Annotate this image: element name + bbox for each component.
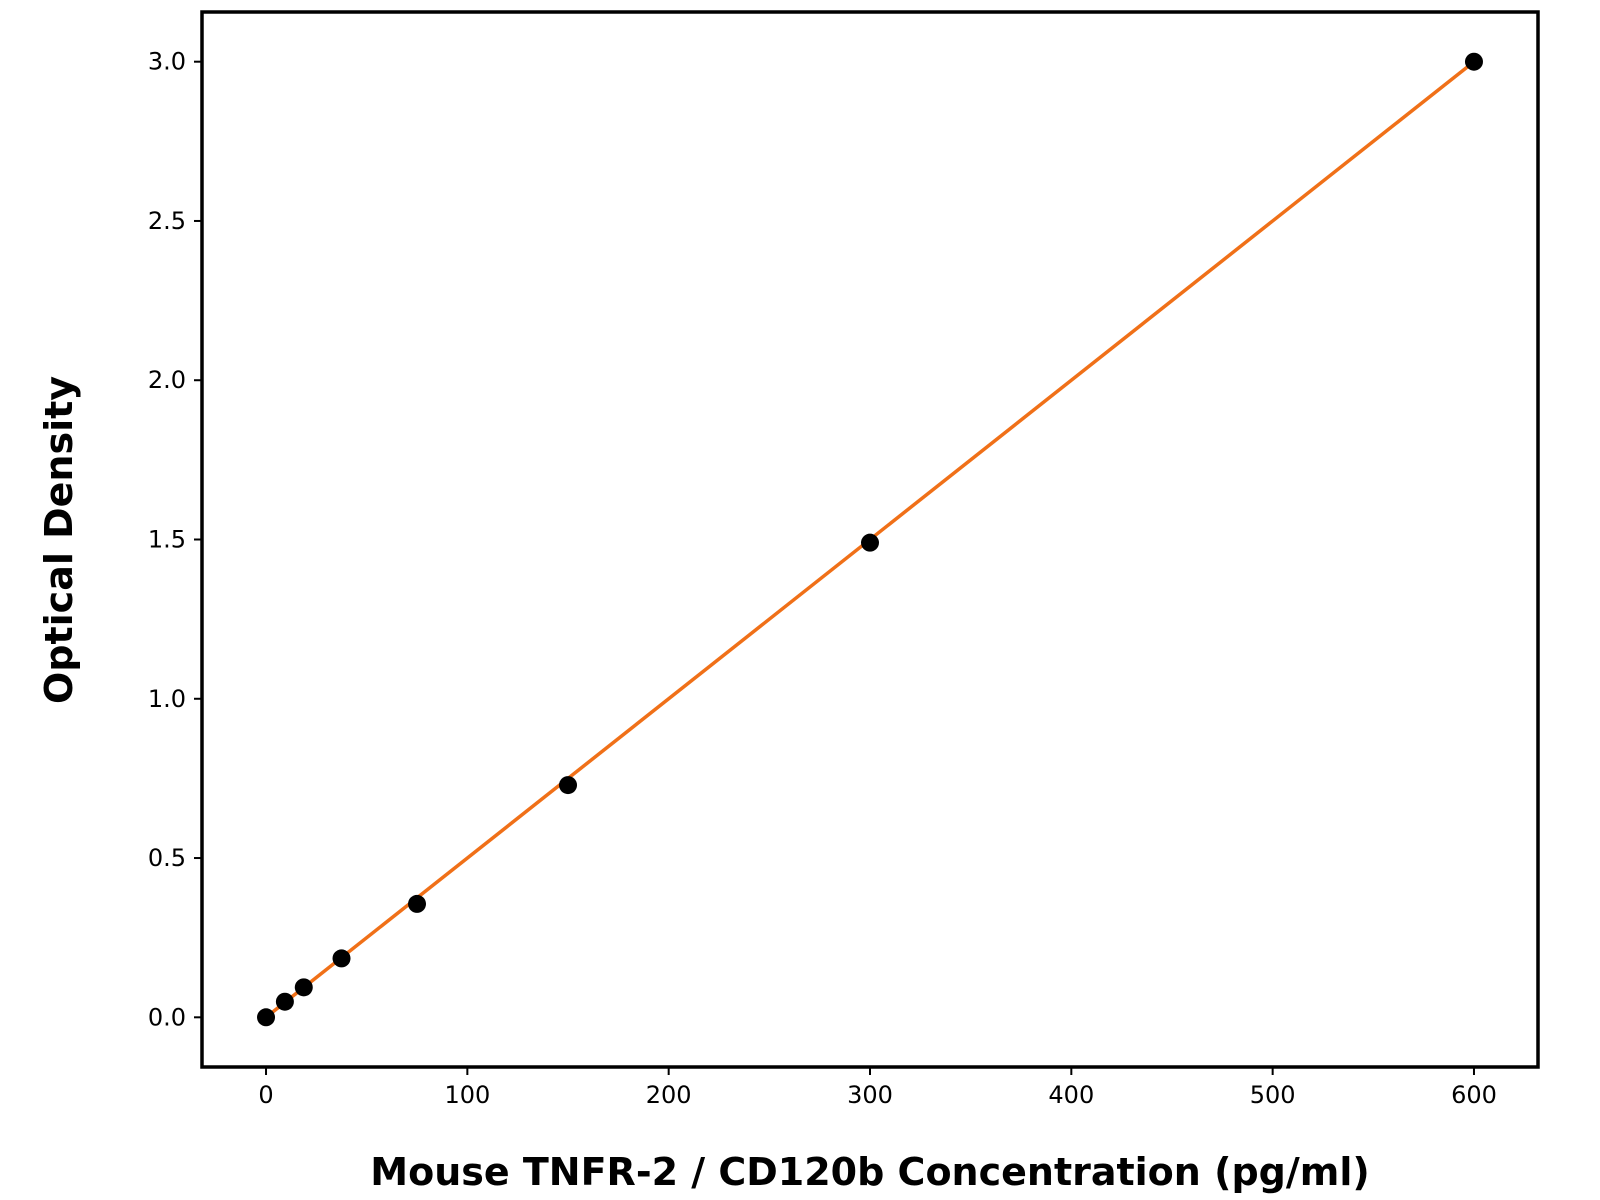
data-point	[408, 894, 427, 913]
y-tick-label: 0.0	[148, 1003, 186, 1031]
data-point	[861, 533, 879, 552]
x-tick-label: 0	[258, 1081, 273, 1109]
y-tick-label: 0.5	[148, 844, 186, 872]
y-tick-label: 1.5	[148, 526, 186, 554]
data-point	[275, 992, 294, 1011]
data-point	[559, 776, 578, 795]
x-axis-label: Mouse TNFR-2 / CD120b Concentration (pg/…	[370, 1150, 1369, 1194]
x-tick-label: 600	[1451, 1081, 1497, 1109]
x-tick-label: 100	[444, 1081, 490, 1109]
data-point	[294, 978, 313, 997]
y-tick-label: 1.0	[148, 685, 186, 713]
y-tick-label: 2.0	[148, 366, 186, 394]
y-tick-label: 3.0	[148, 48, 186, 76]
x-tick-label: 300	[847, 1081, 893, 1109]
x-tick-label: 200	[646, 1081, 692, 1109]
data-point	[332, 949, 351, 968]
y-axis-label: Optical Density	[37, 376, 81, 704]
x-tick-label: 400	[1048, 1081, 1094, 1109]
data-point	[257, 1008, 276, 1027]
data-point	[1464, 52, 1483, 71]
y-tick-label: 2.5	[148, 207, 186, 235]
x-tick-label: 500	[1250, 1081, 1296, 1109]
